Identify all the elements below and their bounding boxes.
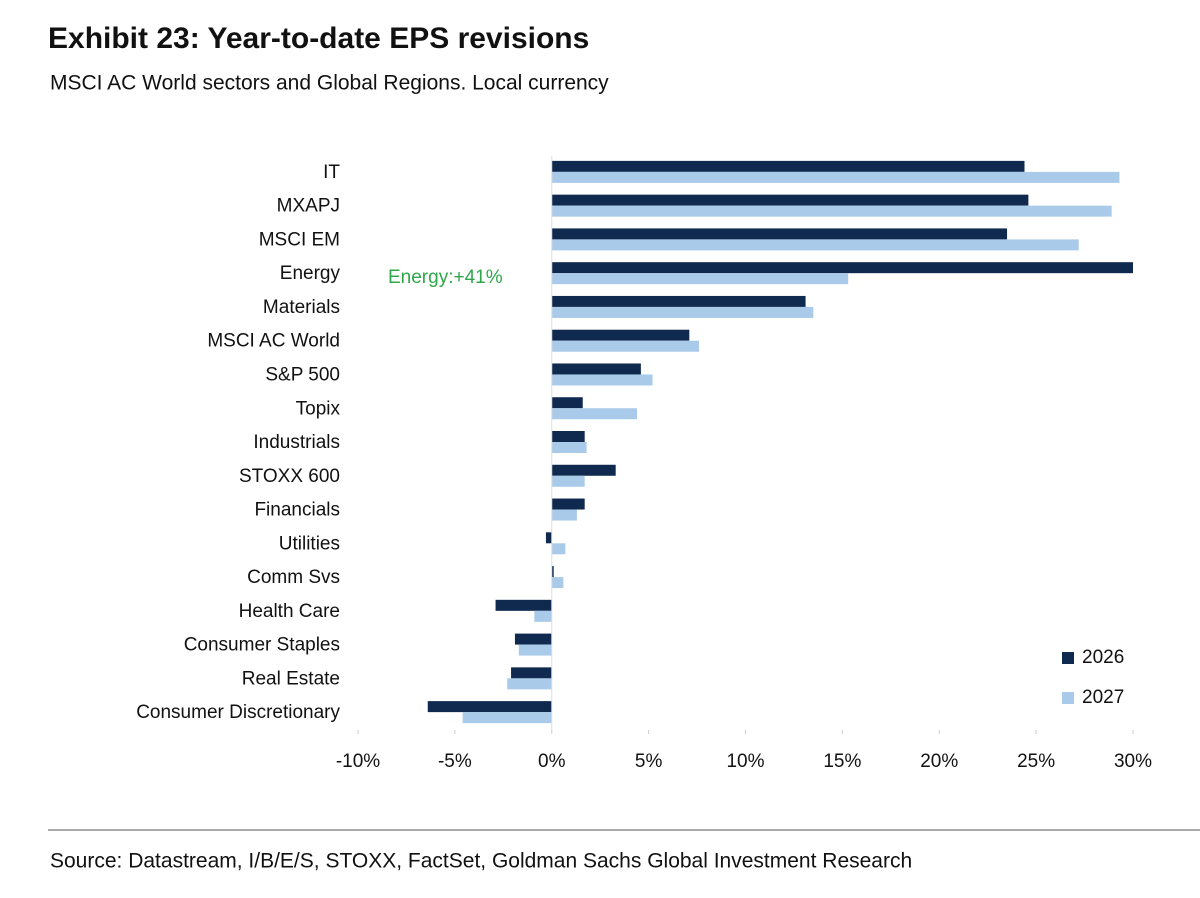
bar bbox=[551, 464, 616, 476]
y-tick-label: Topix bbox=[296, 398, 341, 419]
bar bbox=[551, 577, 564, 589]
x-tick-label: 0% bbox=[538, 751, 566, 772]
y-tick-label: S&P 500 bbox=[265, 364, 340, 385]
y-tick-label: MSCI EM bbox=[259, 229, 340, 250]
y-tick-label: Financials bbox=[254, 500, 340, 521]
bar bbox=[511, 667, 552, 679]
bar bbox=[551, 543, 566, 555]
y-tick-label: Energy bbox=[280, 263, 341, 284]
x-tick-label: 5% bbox=[635, 751, 663, 772]
x-tick-label: 25% bbox=[1017, 751, 1055, 772]
bar bbox=[551, 295, 806, 307]
y-tick-label: STOXX 600 bbox=[239, 466, 340, 487]
y-tick-label: IT bbox=[323, 162, 340, 183]
y-tick-label: Real Estate bbox=[242, 668, 340, 689]
x-tick-label: 30% bbox=[1114, 751, 1152, 772]
y-tick-label: Consumer Discretionary bbox=[136, 702, 340, 723]
bar bbox=[551, 566, 554, 578]
bar bbox=[551, 340, 699, 352]
bar bbox=[514, 633, 552, 645]
y-tick-label: MSCI AC World bbox=[207, 331, 340, 352]
x-tick-label: -10% bbox=[336, 751, 380, 772]
plot-area bbox=[427, 160, 1133, 724]
bar bbox=[551, 509, 577, 521]
bar bbox=[551, 498, 585, 510]
bar bbox=[551, 194, 1029, 206]
source-note: Source: Datastream, I/B/E/S, STOXX, Fact… bbox=[50, 850, 912, 873]
bar bbox=[551, 205, 1112, 217]
x-tick-label: -5% bbox=[438, 751, 472, 772]
bar bbox=[551, 397, 583, 409]
bar bbox=[534, 610, 552, 622]
bar bbox=[551, 363, 641, 375]
legend-swatch bbox=[1062, 652, 1074, 664]
y-tick-label: Utilities bbox=[279, 533, 340, 554]
bar bbox=[551, 273, 849, 285]
y-tick-label: Materials bbox=[263, 297, 340, 318]
x-tick-label: 10% bbox=[726, 751, 764, 772]
bar bbox=[551, 431, 585, 442]
bar bbox=[427, 701, 552, 713]
legend-swatch bbox=[1062, 692, 1074, 704]
bar bbox=[551, 442, 587, 453]
bar bbox=[545, 532, 552, 544]
y-tick-label: Health Care bbox=[239, 601, 340, 622]
bar bbox=[551, 374, 653, 386]
x-tick-label: 20% bbox=[920, 751, 958, 772]
y-tick-label: Comm Svs bbox=[247, 567, 340, 588]
bar bbox=[551, 329, 690, 341]
bar bbox=[507, 678, 552, 690]
y-tick-label: Industrials bbox=[253, 432, 340, 453]
bar bbox=[551, 171, 1120, 183]
bar bbox=[551, 160, 1025, 172]
bar bbox=[551, 475, 585, 487]
bar bbox=[551, 228, 1008, 240]
y-tick-label: Consumer Staples bbox=[184, 635, 340, 656]
bar bbox=[551, 262, 1133, 274]
chart-title: Exhibit 23: Year-to-date EPS revisions bbox=[48, 22, 589, 55]
legend-label: 2026 bbox=[1082, 647, 1124, 668]
annotation: Energy:+41% bbox=[388, 267, 503, 288]
bar bbox=[551, 306, 814, 318]
chart-subtitle: MSCI AC World sectors and Global Regions… bbox=[50, 72, 609, 95]
bar bbox=[495, 599, 552, 611]
x-tick-label: 15% bbox=[823, 751, 861, 772]
legend-label: 2027 bbox=[1082, 687, 1124, 708]
bar bbox=[462, 712, 552, 724]
bar bbox=[518, 644, 552, 656]
bar bbox=[551, 408, 637, 420]
bar bbox=[551, 239, 1079, 251]
y-tick-label: MXAPJ bbox=[277, 196, 340, 217]
